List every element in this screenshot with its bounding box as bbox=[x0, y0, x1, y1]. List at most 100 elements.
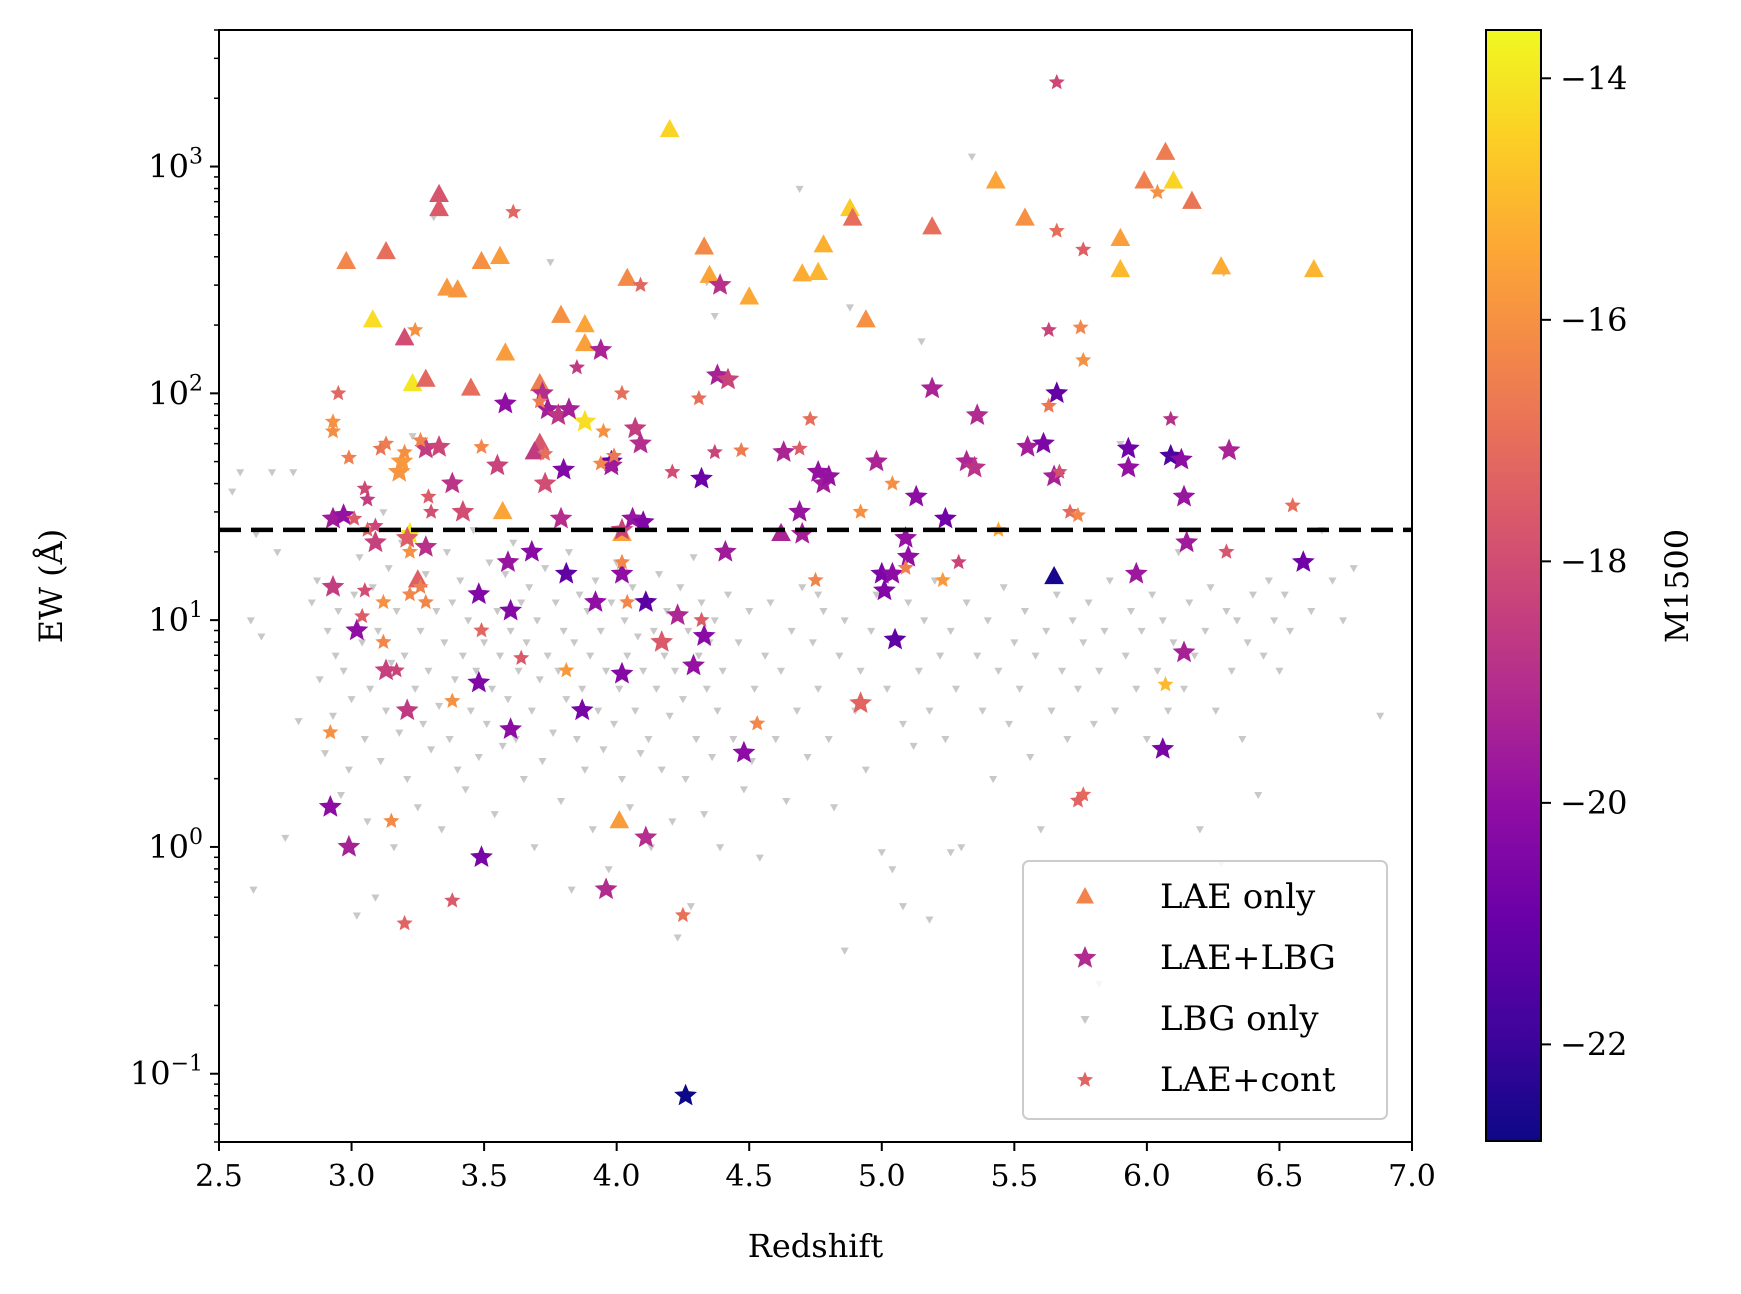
lbg-only-point bbox=[761, 652, 770, 660]
lbg-only-point bbox=[668, 818, 677, 826]
lae-lbg-point bbox=[451, 499, 475, 522]
lae-cont-point bbox=[417, 593, 434, 610]
lbg-only-point bbox=[602, 667, 611, 675]
lbg-only-point bbox=[1010, 639, 1019, 647]
lbg-only-point bbox=[716, 844, 725, 852]
lbg-only-point bbox=[957, 844, 966, 852]
lbg-only-point bbox=[1079, 639, 1088, 647]
lae-cont-point bbox=[613, 553, 631, 570]
lbg-only-point bbox=[620, 617, 629, 625]
lae-cont-point bbox=[664, 463, 681, 479]
lae-only-point bbox=[985, 170, 1006, 189]
lae-lbg-point bbox=[904, 484, 928, 507]
lbg-only-point bbox=[548, 729, 558, 737]
y-tick-label: 103 bbox=[148, 145, 203, 186]
lbg-only-point bbox=[411, 685, 420, 693]
lbg-only-point bbox=[350, 591, 359, 599]
lae-lbg-point bbox=[486, 453, 509, 476]
lae-lbg-point bbox=[414, 535, 438, 557]
lae-lbg-point bbox=[865, 449, 888, 472]
lbg-only-point bbox=[609, 720, 619, 729]
lbg-only-point bbox=[689, 554, 698, 562]
lbg-only-point bbox=[580, 766, 589, 774]
lae-cont-point bbox=[375, 633, 392, 649]
lbg-only-point bbox=[387, 659, 396, 668]
colorbar-ticks: −14 −16 −18 −20 −22 bbox=[1541, 59, 1628, 1063]
lae-cont-point bbox=[950, 553, 967, 570]
lae-only-point bbox=[551, 304, 571, 323]
lbg-only-point bbox=[249, 886, 258, 894]
lbg-only-point bbox=[989, 775, 998, 784]
lae-only-point bbox=[1134, 170, 1155, 189]
lbg-only-point bbox=[543, 652, 552, 660]
lae-only-point bbox=[336, 250, 357, 269]
lbg-only-point bbox=[684, 627, 693, 636]
lae-cont-point bbox=[322, 723, 339, 740]
lae-only-point bbox=[1044, 565, 1064, 585]
lbg-only-point bbox=[835, 652, 844, 660]
lbg-only-point bbox=[909, 742, 918, 751]
lae-lbg-point bbox=[546, 403, 570, 425]
lae-lbg-point bbox=[557, 397, 581, 420]
lbg-only-point bbox=[437, 826, 446, 834]
lae-lbg-point bbox=[1016, 435, 1039, 457]
x-tick-label: 3.5 bbox=[460, 1159, 508, 1194]
lae-cont-point bbox=[407, 321, 424, 337]
lbg-only-point bbox=[723, 591, 733, 599]
lbg-only-point bbox=[474, 753, 483, 762]
lbg-only-point bbox=[713, 707, 722, 715]
lbg-only-point bbox=[1020, 608, 1029, 616]
lbg-only-point bbox=[374, 627, 383, 636]
lae-lbg-point bbox=[1172, 484, 1196, 507]
lbg-only-point bbox=[951, 685, 961, 693]
lbg-only-point bbox=[488, 685, 497, 693]
lbg-only-point bbox=[535, 676, 544, 684]
lbg-only-point bbox=[503, 696, 513, 704]
lbg-only-point bbox=[421, 571, 430, 579]
lbg-only-point bbox=[1164, 707, 1173, 715]
lbg-only-point bbox=[1036, 826, 1045, 834]
lae-cont-point bbox=[1149, 183, 1166, 200]
lbg-only-point bbox=[1015, 685, 1024, 693]
lbg-only-point bbox=[336, 791, 346, 800]
legend-entry-lae-lbg: LAE+LBG bbox=[1073, 938, 1336, 978]
lbg-only-point bbox=[538, 758, 547, 766]
lae-cont-point bbox=[1075, 351, 1092, 368]
lae-cont-point bbox=[613, 384, 631, 401]
lbg-only-point bbox=[252, 531, 261, 539]
lbg-only-point bbox=[366, 685, 375, 693]
x-tick-label: 7.0 bbox=[1388, 1159, 1436, 1194]
lae-cont-point bbox=[733, 442, 750, 458]
lbg-only-point bbox=[594, 707, 603, 715]
lae-cont-point bbox=[852, 503, 869, 519]
lae-lbg-point bbox=[1217, 438, 1241, 461]
lae-only-point bbox=[415, 368, 436, 387]
lbg-only-point bbox=[572, 736, 581, 744]
lae-lbg-point bbox=[470, 845, 493, 867]
lbg-only-point bbox=[1047, 707, 1056, 715]
lbg-only-point bbox=[1376, 712, 1385, 720]
lae-only-point bbox=[492, 500, 513, 520]
lbg-only-point bbox=[925, 707, 934, 715]
lae-lbg-point bbox=[1045, 381, 1069, 403]
lae-only-point bbox=[1304, 258, 1324, 278]
lbg-only-point bbox=[710, 617, 719, 625]
lbg-only-point bbox=[1116, 440, 1125, 449]
lbg-only-point bbox=[655, 571, 664, 579]
lbg-only-point bbox=[1238, 736, 1247, 744]
lbg-only-point bbox=[541, 565, 550, 573]
lae-only-point bbox=[922, 216, 943, 235]
lbg-only-point bbox=[1148, 591, 1157, 599]
lae-lbg-point bbox=[1291, 550, 1315, 572]
lae-cont-point bbox=[1069, 506, 1086, 523]
lae-lbg-point bbox=[1169, 447, 1193, 470]
lae-lbg-point bbox=[321, 575, 345, 597]
lae-only-point bbox=[471, 250, 492, 269]
lbg-only-point bbox=[946, 849, 955, 857]
lae-lbg-point bbox=[1151, 737, 1175, 759]
lbg-only-point bbox=[456, 577, 465, 585]
y-tick-label: 101 bbox=[148, 598, 203, 639]
lae-only-point bbox=[524, 441, 545, 460]
lbg-only-point bbox=[1190, 652, 1199, 660]
lbg-only-point bbox=[615, 685, 624, 693]
